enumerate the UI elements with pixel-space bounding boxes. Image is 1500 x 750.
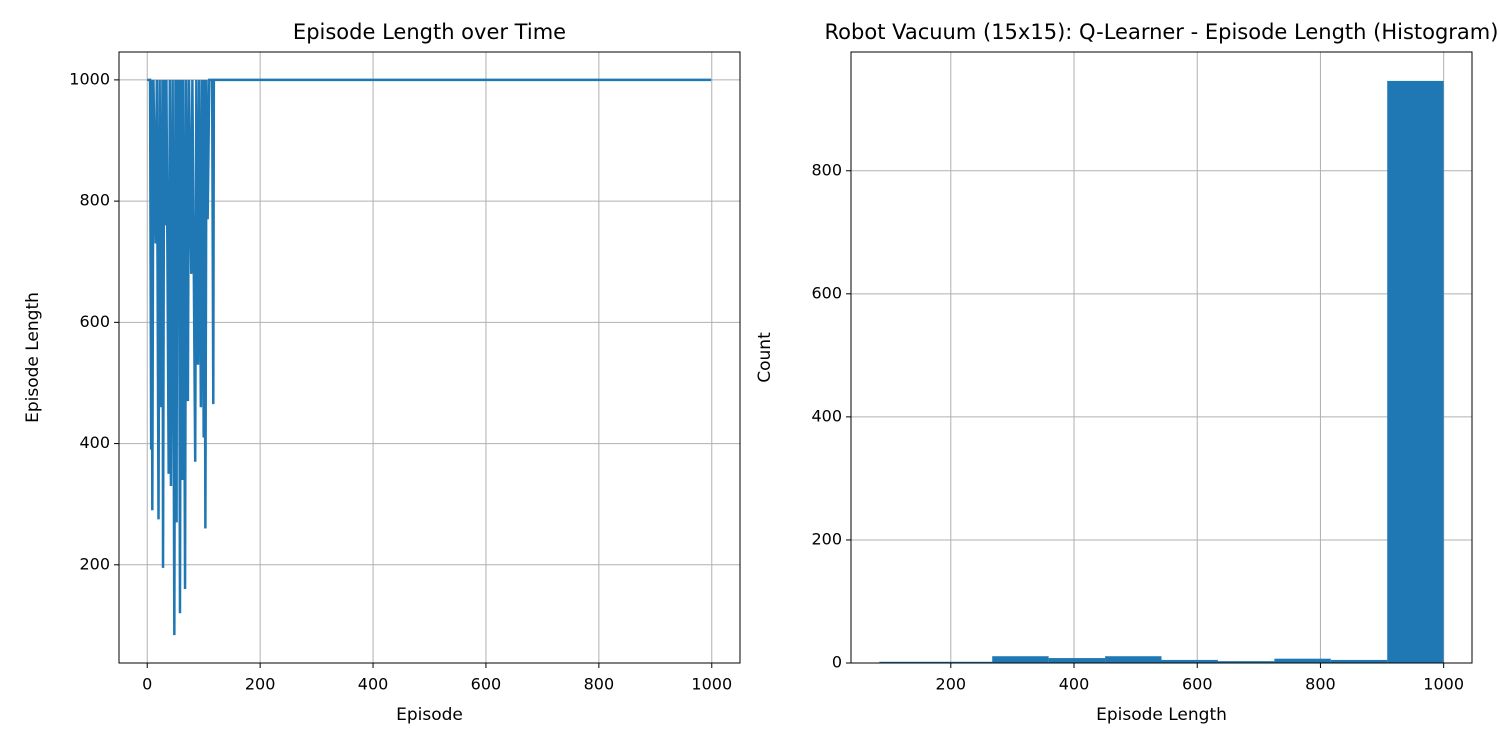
y-tick-label: 400	[79, 433, 110, 452]
x-tick-label: 400	[358, 675, 389, 694]
histogram-bar	[879, 661, 936, 663]
y-tick-label: 800	[79, 191, 110, 210]
histogram-bar	[935, 661, 993, 663]
histogram-bar	[1387, 80, 1444, 663]
histogram-bar	[1161, 659, 1218, 663]
plot-frame	[850, 51, 1473, 664]
y-tick-label: 800	[811, 160, 842, 179]
x-tick-label: 600	[471, 675, 502, 694]
x-tick-label: 600	[1182, 675, 1213, 694]
y-tick-label: 0	[832, 653, 842, 672]
chart-title: Episode Length over Time	[293, 20, 566, 44]
y-tick-label: 200	[811, 529, 842, 548]
y-tick-label: 1000	[69, 69, 110, 88]
y-tick-label: 200	[79, 554, 110, 573]
y-tick-label: 600	[79, 312, 110, 331]
plot-frame	[118, 51, 741, 664]
x-tick-label: 200	[936, 675, 967, 694]
x-tick-label: 0	[142, 675, 152, 694]
histogram-bar	[1330, 659, 1388, 663]
x-axis-label: Episode	[396, 705, 463, 725]
x-tick-label: 1000	[691, 675, 732, 694]
x-tick-label: 800	[1305, 675, 1336, 694]
chart-title: Robot Vacuum (15x15): Q-Learner - Episod…	[825, 20, 1499, 44]
y-axis-label: Episode Length	[23, 292, 43, 423]
x-axis-label: Episode Length	[1096, 705, 1227, 725]
x-tick-label: 200	[245, 675, 276, 694]
histogram-bar	[1217, 661, 1275, 663]
histogram-bar	[1274, 658, 1331, 663]
x-tick-label: 400	[1059, 675, 1090, 694]
y-axis-label: Count	[755, 332, 775, 383]
y-tick-label: 400	[811, 406, 842, 425]
histogram-bar	[1048, 658, 1106, 663]
x-tick-label: 1000	[1423, 675, 1464, 694]
y-tick-label: 600	[811, 283, 842, 302]
histogram-bar	[1105, 656, 1162, 663]
x-tick-label: 800	[584, 675, 615, 694]
line-series	[147, 78, 712, 636]
histogram-bar	[992, 656, 1049, 663]
